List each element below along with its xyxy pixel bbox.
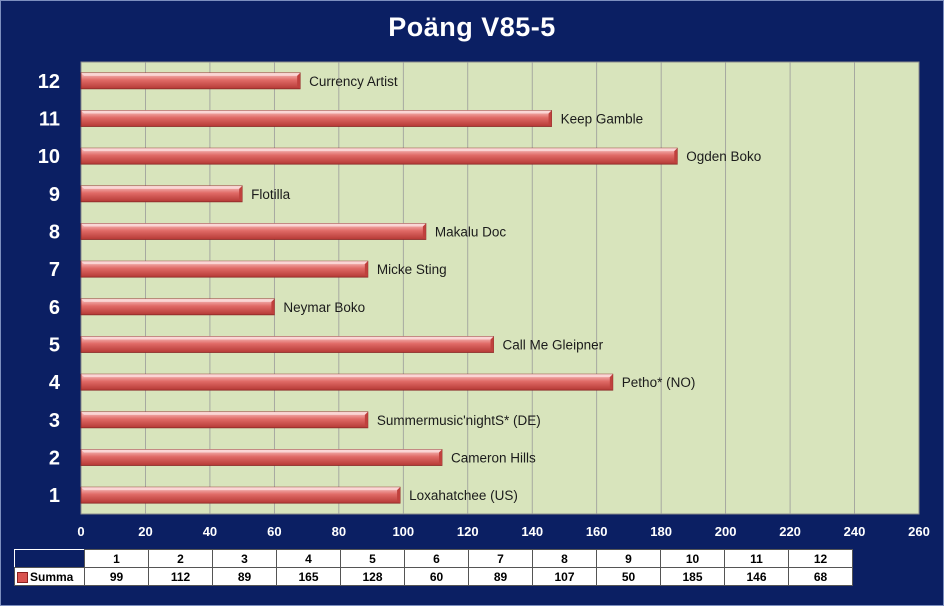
x-tick-label: 120	[457, 524, 479, 539]
x-tick-label: 160	[586, 524, 608, 539]
bar-bevel-top	[81, 148, 677, 151]
bar-3: Summermusic'nightS* (DE)	[81, 412, 541, 428]
x-tick-label: 40	[203, 524, 217, 539]
data-table-category: 5	[341, 550, 405, 568]
x-tick-label: 60	[267, 524, 281, 539]
y-tick-label: 1	[49, 485, 60, 507]
data-table-value: 165	[277, 568, 341, 586]
data-table-series-label: Summa	[15, 568, 85, 586]
y-tick-label: 9	[49, 184, 60, 206]
plot-area	[81, 62, 919, 514]
data-table-value: 50	[597, 568, 661, 586]
y-tick-label: 3	[49, 410, 60, 432]
x-tick-label: 0	[77, 524, 84, 539]
bar-9: Flotilla	[81, 186, 291, 202]
bar-label: Makalu Doc	[435, 225, 507, 240]
data-table-values-row: Summa 99 112 89 165 128 60 89 107 50 185 146 68	[15, 568, 853, 586]
data-table-category: 4	[277, 550, 341, 568]
bar-1: Loxahatchee (US)	[81, 487, 518, 503]
x-tick-label: 240	[844, 524, 866, 539]
y-tick-label: 11	[39, 109, 60, 131]
bar-7: Micke Sting	[81, 261, 447, 277]
bar-6: Neymar Boko	[81, 299, 365, 315]
data-table-category: 1	[85, 550, 149, 568]
bar-label: Summermusic'nightS* (DE)	[377, 413, 541, 428]
bar-bevel-top	[81, 487, 400, 490]
bar-bevel-top	[81, 374, 613, 377]
bar-2: Cameron Hills	[81, 450, 536, 466]
data-table-category: 3	[213, 550, 277, 568]
bar-8: Makalu Doc	[81, 224, 506, 240]
bar-label: Flotilla	[251, 187, 291, 202]
bar-label: Ogden Boko	[686, 149, 761, 164]
x-tick-label: 200	[715, 524, 737, 539]
data-table-value: 112	[149, 568, 213, 586]
bar-bevel-top	[81, 111, 552, 114]
x-tick-label: 140	[521, 524, 543, 539]
data-table-header-row: 1 2 3 4 5 6 7 8 9 10 11 12	[15, 550, 853, 568]
bar-label: Keep Gamble	[561, 112, 644, 127]
bar-bevel-top	[81, 337, 494, 340]
bar-12: Currency Artist	[81, 73, 398, 89]
x-tick-label: 260	[908, 524, 930, 539]
series-name: Summa	[30, 570, 73, 584]
data-table-value: 128	[341, 568, 405, 586]
data-table-value: 146	[725, 568, 789, 586]
data-table-category: 11	[725, 550, 789, 568]
bar-bevel-top	[81, 224, 426, 227]
x-tick-label: 220	[779, 524, 801, 539]
data-table-value: 68	[789, 568, 853, 586]
data-table-category: 12	[789, 550, 853, 568]
data-table-value: 185	[661, 568, 725, 586]
y-tick-label: 8	[49, 222, 60, 244]
bar-label: Neymar Boko	[283, 300, 365, 315]
data-table-category: 7	[469, 550, 533, 568]
data-table-category: 10	[661, 550, 725, 568]
bar-label: Call Me Gleipner	[503, 338, 604, 353]
x-tick-label: 180	[650, 524, 672, 539]
legend-key-icon	[17, 572, 28, 583]
bar-bevel-top	[81, 186, 242, 189]
bar-4: Petho* (NO)	[81, 374, 695, 390]
y-tick-label: 7	[49, 259, 60, 281]
bar-bevel-top	[81, 450, 442, 453]
y-tick-label: 12	[38, 71, 60, 93]
data-table: 1 2 3 4 5 6 7 8 9 10 11 12 Summa 99 112 89 165 128 60 89 1…	[14, 549, 853, 586]
data-table-category: 2	[149, 550, 213, 568]
data-table-value: 107	[533, 568, 597, 586]
bar-bevel-top	[81, 261, 368, 264]
x-tick-label: 20	[138, 524, 152, 539]
data-table-category: 8	[533, 550, 597, 568]
y-tick-label: 5	[49, 335, 60, 357]
bar-5: Call Me Gleipner	[81, 337, 604, 353]
data-table-value: 89	[469, 568, 533, 586]
y-tick-label: 6	[49, 297, 60, 319]
y-tick-label: 4	[49, 372, 61, 394]
bar-label: Loxahatchee (US)	[409, 488, 518, 503]
bar-label: Currency Artist	[309, 74, 398, 89]
y-tick-label: 10	[38, 146, 60, 168]
data-table-value: 60	[405, 568, 469, 586]
bar-bevel-top	[81, 412, 368, 415]
bar-10: Ogden Boko	[81, 148, 761, 164]
x-tick-label: 80	[332, 524, 346, 539]
x-tick-label: 100	[392, 524, 414, 539]
bar-label: Petho* (NO)	[622, 375, 696, 390]
data-table-category: 9	[597, 550, 661, 568]
bar-bevel-top	[81, 299, 274, 302]
data-table-value: 99	[85, 568, 149, 586]
y-tick-label: 2	[49, 448, 60, 470]
bar-label: Cameron Hills	[451, 451, 536, 466]
bar-bevel-top	[81, 73, 300, 76]
data-table-corner	[15, 550, 85, 568]
data-table-value: 89	[213, 568, 277, 586]
bar-label: Micke Sting	[377, 262, 447, 277]
data-table-category: 6	[405, 550, 469, 568]
